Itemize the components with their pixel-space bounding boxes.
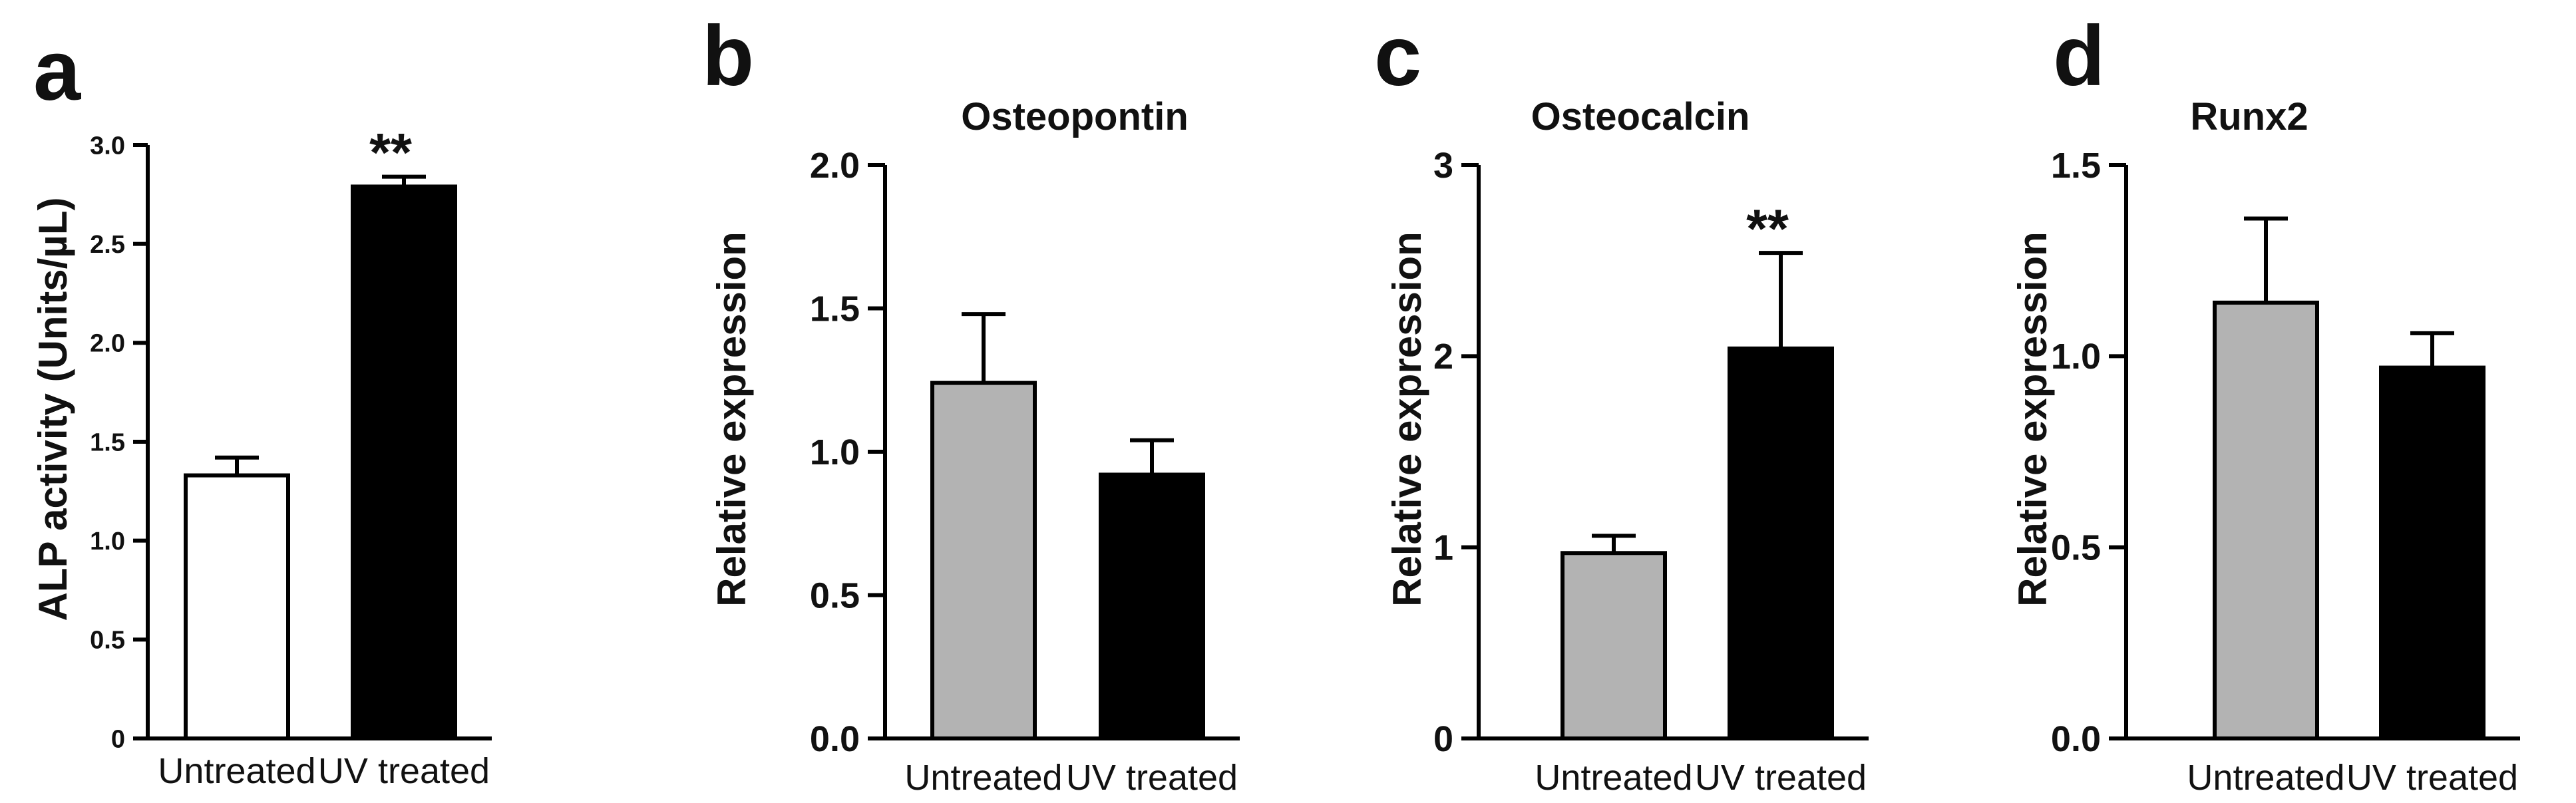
panel-a-y-tick-label-1: 0.5 (90, 627, 125, 655)
panel-a-y-tick-label-4: 2.0 (90, 330, 125, 358)
panel-c-y-tick-label-1: 1 (1433, 528, 1453, 568)
panel-a-bar-1 (184, 473, 290, 741)
panel-a-y-tick-label-0: 0 (111, 725, 125, 753)
panel-b-category-label-1: Untreated (904, 758, 1062, 798)
panel-d-y-tick-label-0: 0.0 (2051, 719, 2101, 759)
panel-a-letter: a (33, 23, 81, 118)
panel-d-title: Runx2 (2190, 95, 2308, 138)
panel-d-y-axis-label: Relative expression (2010, 232, 2055, 607)
panel-c-title: Osteocalcin (1531, 95, 1750, 138)
panel-c-category-label-1: Untreated (1535, 758, 1692, 798)
panel-d-category-label-1: Untreated (2187, 758, 2344, 798)
panel-b-letter: b (702, 9, 754, 104)
panel-c-y-tick-label-0: 0 (1433, 719, 1453, 759)
panel-a-y-tick-label-2: 1.0 (90, 528, 125, 556)
panel-b-plot: Untreated UV treated 0.0 0.5 1.0 1.5 2.0 (810, 146, 1240, 798)
panel-a-category-label-2: UV treated (318, 751, 490, 791)
panel-c-significance-2: ** (1746, 199, 1789, 259)
panel-b-bar-1 (930, 381, 1037, 740)
panel-d-plot: Untreated UV treated 0.0 0.5 1.0 1.5 (2051, 146, 2520, 798)
panel-b-y-tick-label-3: 1.5 (810, 289, 860, 329)
panel-c-letter: c (1374, 9, 1421, 104)
panel-a-significance-2: ** (369, 123, 412, 184)
panel-d-bar-2 (2379, 365, 2485, 740)
panel-a-category-label-1: Untreated (158, 751, 315, 791)
panel-a-plot: Untreated ** UV treated 0 0.5 1.0 1.5 2.0 2.5 3.0 (90, 123, 492, 791)
panel-d-y-tick-label-3: 1.5 (2051, 146, 2101, 186)
panel-c-y-tick-label-3: 3 (1433, 146, 1453, 186)
panel-c-y-tick-label-2: 2 (1433, 337, 1453, 377)
panel-b-title: Osteopontin (961, 95, 1189, 138)
panel-d-bar-1 (2213, 300, 2319, 740)
panel-b-y-axis-label: Relative expression (709, 232, 754, 607)
panel-c-bar-2 (1728, 346, 1834, 740)
panel-b-y-tick-label-1: 0.5 (810, 575, 860, 615)
panel-b-category-label-2: UV treated (1066, 758, 1238, 798)
panel-b-y-tick-label-0: 0.0 (810, 719, 860, 759)
panel-c: c Osteocalcin Relative expression Untrea… (1374, 9, 1869, 798)
panel-d-letter: d (2053, 9, 2105, 104)
panel-c-category-label-2: UV treated (1695, 758, 1867, 798)
panel-b: b Osteopontin Relative expression Untrea… (702, 9, 1240, 798)
panel-b-y-tick-label-2: 1.0 (810, 432, 860, 472)
panel-a-y-tick-label-6: 3.0 (90, 132, 125, 160)
panel-a-y-tick-label-3: 1.5 (90, 428, 125, 456)
panel-d: d Runx2 Relative expression Untreated UV … (2010, 9, 2520, 798)
panel-a-y-tick-label-5: 2.5 (90, 231, 125, 259)
panel-a-bar-2 (351, 184, 457, 740)
panel-c-y-axis-label: Relative expression (1385, 232, 1429, 607)
panel-a: a ALP activity (Units/µL) Untreated ** UV … (31, 23, 492, 791)
panel-c-plot: Untreated ** UV treated 0 1 2 3 (1433, 146, 1869, 798)
panel-b-bar-2 (1099, 472, 1205, 740)
panel-b-y-tick-label-4: 2.0 (810, 146, 860, 186)
panel-a-y-axis-label: ALP activity (Units/µL) (31, 198, 75, 621)
panel-d-category-label-2: UV treated (2346, 758, 2518, 798)
panel-c-bar-1 (1561, 551, 1667, 741)
panel-d-y-tick-label-2: 1.0 (2051, 337, 2101, 377)
panel-d-y-tick-label-1: 0.5 (2051, 528, 2101, 568)
